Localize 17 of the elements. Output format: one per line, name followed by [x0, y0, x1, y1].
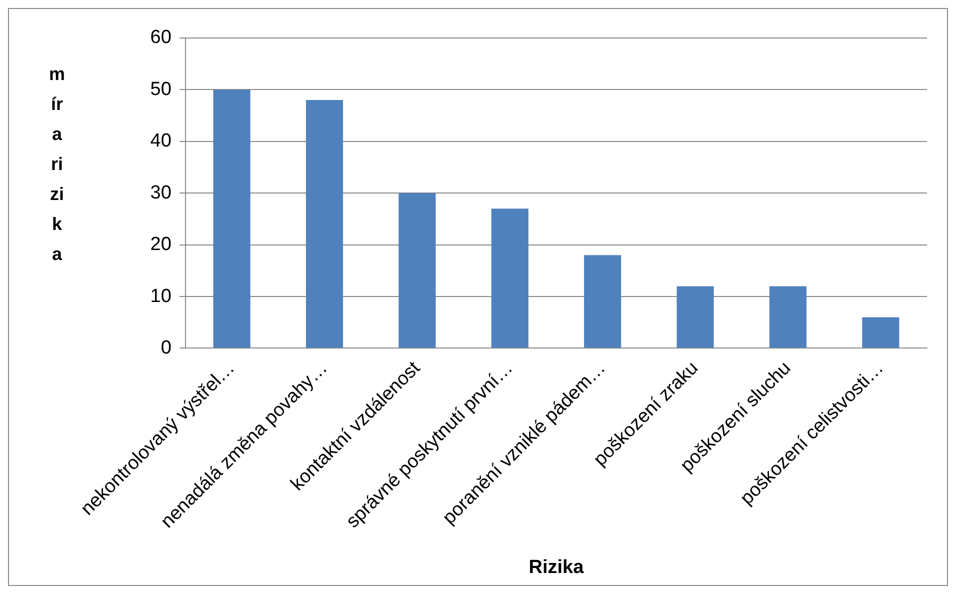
y-tick-label: 20	[150, 234, 172, 256]
y-tick-label: 0	[160, 337, 172, 358]
bar	[213, 90, 250, 348]
bar	[398, 193, 436, 348]
y-tick-label: 30	[150, 182, 172, 204]
y-tick-label: 40	[150, 130, 172, 152]
x-axis-title: Rizika	[528, 556, 584, 578]
bar	[769, 286, 806, 348]
y-tick-label: 60	[150, 27, 172, 48]
y-axis-title: míra rizika	[49, 63, 66, 266]
bar	[491, 208, 528, 348]
y-tick-label: 50	[150, 78, 172, 100]
y-tick-label: 10	[150, 286, 172, 307]
bar	[584, 255, 622, 348]
bar	[676, 286, 714, 348]
bar	[306, 100, 344, 348]
bar	[862, 317, 900, 348]
